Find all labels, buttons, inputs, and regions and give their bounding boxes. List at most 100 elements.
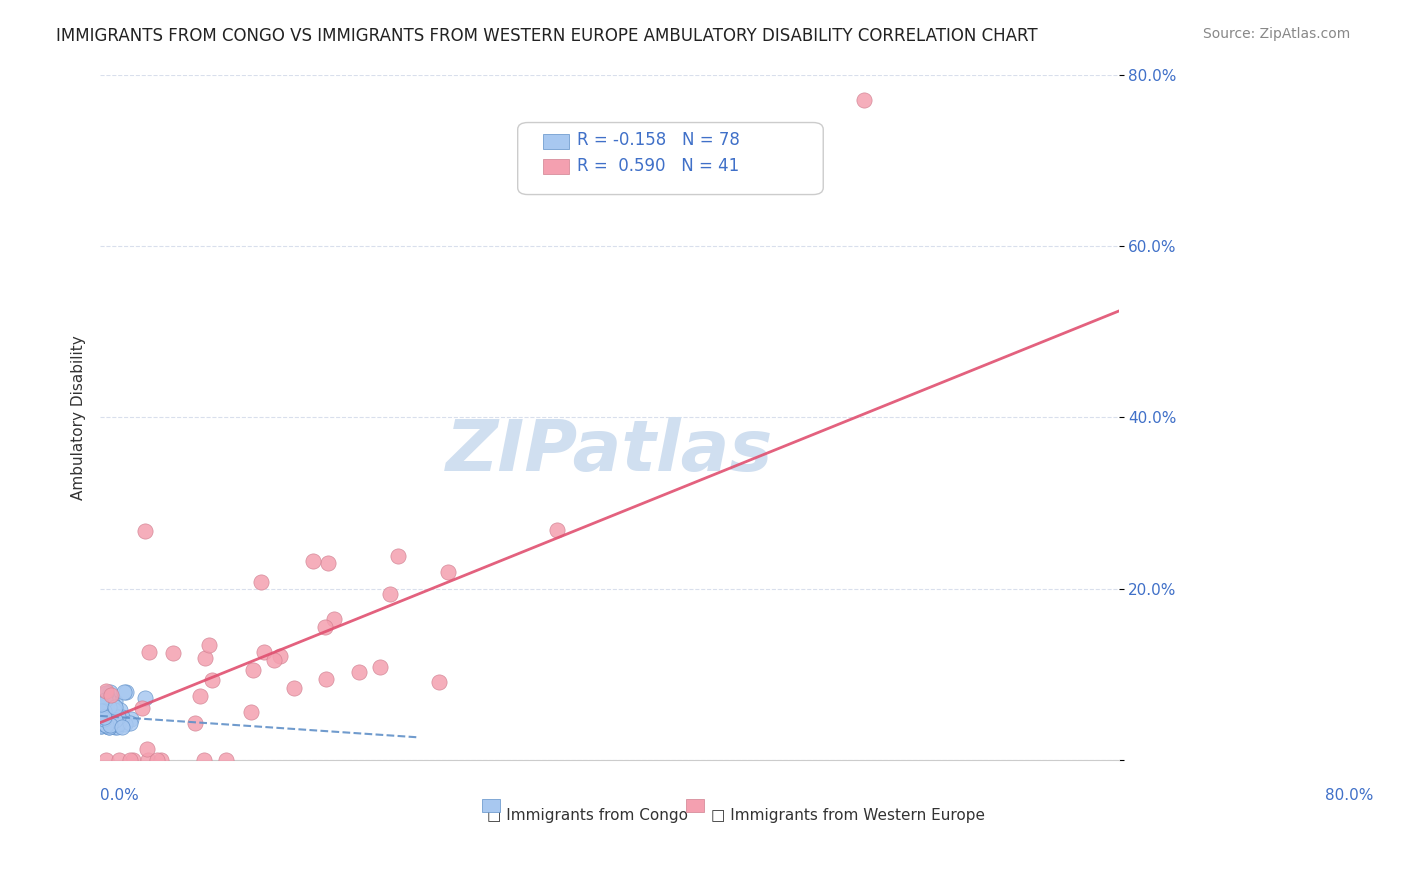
Point (93, 711, 115, 725)
Point (90, 709, 112, 723)
Point (380, 587, 402, 601)
Point (301, 553, 323, 567)
Point (94, 716, 117, 731)
Point (131, 701, 153, 715)
Point (387, 549, 409, 563)
Point (114, 717, 136, 731)
Point (120, 712, 142, 726)
Point (93, 712, 115, 726)
Point (101, 713, 124, 727)
Point (183, 715, 205, 730)
Point (368, 659, 391, 673)
Point (98, 708, 121, 723)
Point (98, 720, 121, 734)
Point (134, 690, 156, 705)
Text: R = -0.158   N = 78: R = -0.158 N = 78 (576, 131, 740, 149)
Point (315, 673, 337, 687)
Point (437, 565, 460, 579)
Text: 0.0%: 0.0% (100, 788, 139, 803)
Point (122, 753, 145, 767)
Point (188, 690, 211, 704)
Point (90, 718, 112, 732)
Point (104, 699, 127, 714)
FancyBboxPatch shape (517, 122, 824, 194)
Point (91, 716, 114, 731)
Point (98, 685, 121, 699)
Point (108, 703, 131, 717)
Point (90, 718, 112, 732)
Point (852, 93, 875, 107)
Point (107, 714, 129, 729)
Text: Source: ZipAtlas.com: Source: ZipAtlas.com (1202, 27, 1350, 41)
Point (98, 700, 121, 714)
Point (105, 715, 128, 730)
Point (93, 710, 115, 724)
Point (100, 696, 122, 710)
Point (96, 704, 118, 718)
Text: 80.0%: 80.0% (1324, 788, 1374, 803)
Point (193, 753, 215, 767)
Point (201, 673, 224, 687)
Text: R =  0.590   N = 41: R = 0.590 N = 41 (576, 157, 740, 175)
Point (93, 717, 115, 731)
Point (104, 693, 127, 707)
Point (120, 753, 142, 767)
Point (91, 716, 114, 731)
Point (94, 712, 117, 726)
Point (107, 717, 129, 731)
Bar (543, 134, 568, 149)
Point (162, 646, 184, 660)
Point (108, 753, 131, 767)
Point (107, 715, 129, 730)
Point (283, 681, 305, 696)
Point (314, 620, 336, 634)
Text: □ Immigrants from Congo: □ Immigrants from Congo (486, 808, 688, 823)
Point (90, 717, 112, 731)
Point (100, 709, 122, 723)
Point (111, 720, 134, 734)
Point (97, 714, 120, 729)
Point (90, 715, 112, 730)
Point (93, 692, 115, 706)
Point (104, 714, 127, 728)
Point (103, 711, 125, 725)
Point (322, 612, 344, 626)
Point (146, 753, 169, 767)
Point (269, 648, 291, 663)
Point (90, 708, 112, 723)
Point (96, 686, 118, 700)
Point (194, 651, 217, 665)
Point (94, 708, 117, 723)
Point (546, 523, 568, 537)
Point (242, 663, 264, 677)
Point (90, 711, 112, 725)
Text: IMMIGRANTS FROM CONGO VS IMMIGRANTS FROM WESTERN EUROPE AMBULATORY DISABILITY CO: IMMIGRANTS FROM CONGO VS IMMIGRANTS FROM… (56, 27, 1038, 45)
Point (90, 712, 112, 726)
Point (96, 708, 118, 723)
Point (135, 742, 157, 756)
Point (94, 719, 117, 733)
Point (150, 753, 173, 767)
Point (90, 707, 112, 722)
Point (98, 720, 121, 734)
Point (118, 715, 141, 730)
Point (97, 692, 120, 706)
Bar (543, 159, 568, 174)
Point (93, 710, 115, 724)
Point (91, 715, 114, 730)
Point (94, 706, 117, 721)
Point (96, 715, 118, 730)
Point (93, 711, 115, 725)
Point (93, 704, 115, 718)
Text: □ Immigrants from Western Europe: □ Immigrants from Western Europe (711, 808, 986, 823)
Point (90, 697, 112, 711)
Point (136, 753, 159, 767)
Point (100, 688, 122, 702)
Point (91, 714, 114, 729)
Bar (686, 799, 704, 812)
Point (263, 653, 285, 667)
Point (347, 665, 370, 679)
Point (101, 715, 124, 730)
Point (94, 753, 117, 767)
Bar (482, 799, 501, 812)
